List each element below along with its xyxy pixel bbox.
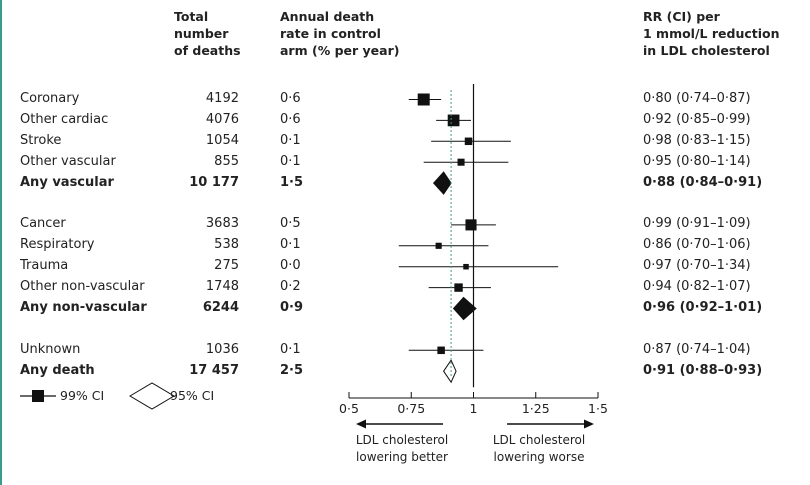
- row-total: 855: [214, 153, 239, 169]
- legend-diamond-label: 95% CI: [170, 388, 215, 403]
- estimate-box: [457, 158, 465, 166]
- row-label: Other cardiac: [20, 111, 109, 127]
- row-total: 275: [214, 258, 239, 274]
- row-label: Any non-vascular: [20, 300, 147, 315]
- header-rate-line-2: rate in control: [280, 26, 381, 41]
- row-total: 17 457: [189, 362, 239, 378]
- row-ci: 0·97 (0·70–1·34): [643, 258, 751, 274]
- arrow-left-line-2: lowering better: [356, 450, 448, 464]
- row-label: Other non-vascular: [20, 279, 145, 295]
- estimate-box: [435, 242, 442, 249]
- estimate-box: [463, 263, 469, 270]
- arrow-right-line-1: LDL cholesterol: [492, 433, 586, 447]
- row-ci: 0·95 (0·80–1·14): [643, 153, 751, 169]
- row-label: Other vascular: [20, 153, 116, 169]
- row-ci: 0·92 (0·85–0·99): [643, 111, 751, 127]
- row-ci: 0·99 (0·91–1·09): [643, 216, 751, 232]
- row-ci: 0·91 (0·88–0·93): [643, 362, 763, 378]
- summary-diamond: [443, 359, 457, 384]
- row-rate: 0·5: [280, 216, 301, 232]
- row-total: 3683: [205, 216, 239, 232]
- row-label: Respiratory: [20, 237, 95, 253]
- row-ci: 0·96 (0·92–1·01): [643, 300, 763, 315]
- row-ci: 0·86 (0·70–1·06): [643, 237, 751, 253]
- header-total-line-1: Total: [174, 9, 209, 24]
- header-total-line-2: number: [174, 26, 229, 41]
- header-rr-line-2: 1 mmol/L reduction: [643, 26, 780, 41]
- x-tick-label: 1·5: [588, 401, 608, 416]
- row-rate: 0·1: [280, 341, 301, 357]
- row-total: 4192: [205, 91, 239, 106]
- header-rr-line-3: in LDL cholesterol: [643, 43, 770, 58]
- arrow-left-line-1: LDL cholesterol: [355, 433, 449, 447]
- row-rate: 0·6: [280, 91, 301, 106]
- legend-box-icon: [32, 390, 44, 402]
- row-label: Stroke: [20, 132, 62, 148]
- header-total-line-3: of deaths: [174, 43, 241, 58]
- x-tick-label: 1: [470, 401, 478, 416]
- row-rate: 2·5: [280, 362, 304, 378]
- row-label: Any vascular: [20, 174, 114, 190]
- x-tick-label: 0·5: [339, 401, 359, 416]
- row-total: 10 177: [189, 174, 239, 190]
- arrow-left-head: [356, 419, 366, 429]
- row-label: Trauma: [20, 258, 69, 274]
- row-ci: 0·87 (0·74–1·04): [643, 341, 751, 357]
- row-ci: 0·98 (0·83–1·15): [643, 132, 751, 148]
- legend-box-label: 99% CI: [60, 388, 105, 403]
- arrow-left-label: LDL cholesterol lowering better: [336, 432, 468, 466]
- header-rate: Annual death rate in control arm (% per …: [280, 8, 399, 59]
- header-total: Total number of deaths: [174, 8, 241, 59]
- estimate-box: [454, 283, 463, 292]
- row-rate: 0·1: [280, 153, 301, 169]
- row-rate: 0·6: [280, 111, 301, 127]
- estimate-box: [447, 114, 460, 127]
- row-rate: 0·1: [280, 237, 301, 253]
- legend-diamond-icon: [129, 382, 175, 410]
- row-rate: 0·9: [280, 300, 304, 315]
- arrow-right-line-2: lowering worse: [493, 450, 585, 464]
- estimate-box: [437, 346, 445, 355]
- row-total: 1036: [205, 341, 239, 357]
- row-label: Cancer: [20, 216, 66, 232]
- row-rate: 0·0: [280, 258, 301, 274]
- row-rate: 0·1: [280, 132, 301, 148]
- row-ci: 0·80 (0·74–0·87): [643, 91, 751, 106]
- summary-diamond: [432, 171, 452, 195]
- estimate-box: [417, 93, 430, 106]
- summary-diamond: [452, 296, 477, 321]
- row-total: 1748: [205, 279, 239, 295]
- row-ci: 0·88 (0·84–0·91): [643, 174, 763, 190]
- header-rr-line-1: RR (CI) per: [643, 9, 720, 24]
- row-rate: 1·5: [280, 174, 304, 190]
- row-total: 538: [214, 237, 239, 253]
- x-tick-label: 0·75: [397, 401, 425, 416]
- row-ci: 0·94 (0·82–1·07): [643, 279, 751, 295]
- estimate-box: [464, 137, 473, 146]
- estimate-box: [465, 219, 477, 231]
- header-rate-line-3: arm (% per year): [280, 43, 400, 58]
- row-label: Coronary: [20, 91, 80, 106]
- row-total: 1054: [205, 132, 239, 148]
- row-total: 4076: [205, 111, 239, 127]
- arrow-right-head: [584, 419, 594, 429]
- x-tick-label: 1·25: [522, 401, 550, 416]
- header-rate-line-1: Annual death: [280, 9, 375, 24]
- header-rr: RR (CI) per 1 mmol/L reduction in LDL ch…: [643, 8, 780, 59]
- row-total: 6244: [202, 300, 239, 315]
- row-rate: 0·2: [280, 279, 301, 295]
- row-label: Unknown: [20, 341, 81, 357]
- row-label: Any death: [20, 362, 95, 378]
- arrow-right-label: LDL cholesterol lowering worse: [474, 432, 604, 466]
